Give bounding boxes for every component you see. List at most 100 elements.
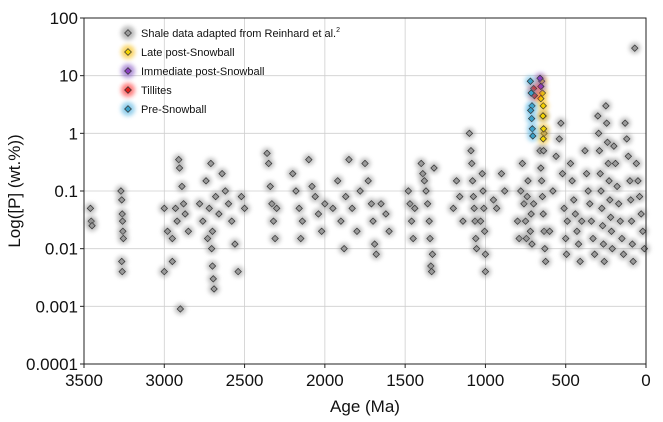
- data-point: [430, 164, 438, 172]
- data-point: [422, 187, 430, 195]
- data-point: [573, 227, 581, 236]
- data-point: [205, 204, 213, 213]
- data-point: [173, 217, 181, 225]
- data-point: [467, 146, 475, 155]
- data-point: [334, 177, 342, 185]
- data-point: [537, 164, 545, 172]
- data-point: [568, 177, 576, 185]
- data-point: [624, 152, 633, 160]
- data-point: [178, 182, 186, 191]
- legend-item: Tillites: [121, 83, 172, 97]
- data-point: [314, 210, 323, 218]
- legend-marker: [124, 105, 132, 113]
- data-point: [608, 244, 616, 253]
- data-point: [160, 267, 168, 276]
- x-axis-ticks: 3500 3000 2500 2000 1500 1000 500 0: [65, 364, 651, 390]
- data-point: [602, 102, 610, 110]
- legend-item: Shale data adapted from Reinhard et al.2: [121, 26, 340, 40]
- data-point: [171, 204, 180, 213]
- y-tick-label: 0.0001: [26, 355, 78, 374]
- data-point: [426, 234, 434, 243]
- data-point: [539, 146, 548, 155]
- data-point: [215, 210, 223, 218]
- data-point: [522, 234, 531, 243]
- data-point: [407, 217, 416, 225]
- data-point: [218, 169, 226, 178]
- data-point: [377, 200, 385, 208]
- data-point: [562, 234, 570, 243]
- data-point: [361, 159, 369, 168]
- data-point: [168, 257, 177, 266]
- data-point: [632, 159, 641, 168]
- data-point: [480, 227, 489, 236]
- data-point: [541, 244, 549, 253]
- data-point: [599, 240, 608, 248]
- data-point: [597, 187, 605, 195]
- data-point: [364, 177, 372, 185]
- data-point: [606, 213, 615, 221]
- data-point: [524, 177, 532, 185]
- data-point: [423, 200, 432, 208]
- legend-marker: [124, 29, 132, 37]
- data-point: [411, 204, 419, 213]
- legend-marker: [124, 48, 132, 56]
- data-point: [613, 182, 621, 191]
- legend-marker: [124, 67, 132, 75]
- data-point: [237, 192, 246, 201]
- data-point: [571, 210, 580, 218]
- x-axis-label: Age (Ma): [330, 397, 400, 416]
- series-4: [524, 75, 539, 142]
- data-point: [452, 177, 461, 185]
- data-point: [427, 267, 436, 276]
- data-point: [240, 204, 249, 213]
- data-point: [594, 129, 603, 138]
- data-point: [321, 200, 329, 208]
- data-point: [382, 210, 390, 218]
- legend-item: Pre-Snowball: [121, 102, 206, 116]
- data-point: [207, 244, 216, 253]
- data-point: [356, 187, 364, 195]
- data-point: [602, 119, 611, 127]
- data-point: [526, 77, 535, 85]
- data-point: [297, 234, 305, 243]
- data-point: [367, 200, 376, 208]
- data-point: [119, 234, 128, 243]
- data-point: [469, 192, 478, 201]
- data-point: [596, 169, 604, 178]
- data-point: [353, 227, 361, 236]
- data-point: [207, 159, 215, 168]
- data-point: [615, 200, 623, 208]
- data-point: [492, 204, 501, 213]
- data-point: [348, 204, 356, 213]
- data-point: [211, 192, 220, 201]
- data-point: [340, 244, 348, 253]
- data-point: [264, 159, 273, 168]
- data-point: [481, 250, 490, 258]
- data-point: [311, 192, 319, 201]
- data-point: [628, 240, 637, 248]
- y-tick-label: 10: [59, 67, 78, 86]
- y-tick-label: 0.001: [35, 297, 78, 316]
- data-point: [472, 244, 481, 253]
- data-point: [541, 257, 550, 266]
- data-point: [176, 305, 185, 313]
- data-point: [631, 44, 639, 52]
- data-point: [231, 240, 239, 248]
- data-point: [527, 89, 535, 97]
- data-point: [523, 192, 531, 201]
- data-point: [634, 177, 642, 185]
- data-point: [582, 169, 591, 178]
- data-point: [266, 182, 274, 191]
- data-point: [552, 152, 560, 160]
- data-point: [305, 155, 313, 164]
- data-point: [295, 204, 303, 213]
- data-point: [555, 135, 563, 143]
- y-tick-label: 100: [50, 9, 78, 28]
- legend-item: Late post-Snowball: [121, 45, 235, 59]
- data-point: [417, 159, 425, 168]
- data-point: [425, 217, 433, 225]
- data-point: [224, 200, 233, 208]
- y-tick-label: 1: [69, 124, 78, 143]
- data-point: [600, 257, 608, 266]
